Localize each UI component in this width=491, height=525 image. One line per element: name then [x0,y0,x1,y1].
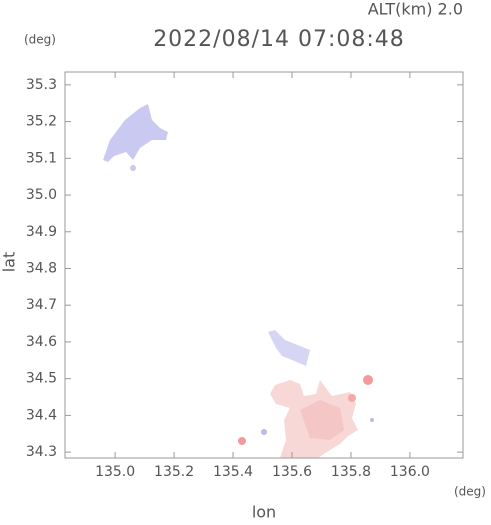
y-tick-label: 35.3 [26,77,57,93]
y-tick-label: 34.8 [26,260,57,276]
echo-red [363,375,373,385]
chart-title: 2022/08/14 07:08:48 [153,27,405,52]
altitude-label: ALT(km) 2.0 [368,0,463,19]
x-tick-label: 135.0 [95,464,135,480]
y-tick-label: 35.1 [26,150,57,166]
echo-blue [130,165,136,171]
y-tick-label: 35.0 [26,187,57,203]
echo-blue [261,429,267,435]
y-tick-label: 34.9 [26,224,57,240]
x-unit: (deg) [454,485,486,499]
echo-blue [103,104,168,162]
y-tick-label: 34.4 [26,407,57,423]
y-tick-label: 35.2 [26,114,57,130]
echo-red [348,394,356,402]
echo-field [103,104,374,458]
x-tick-label: 135.2 [154,464,194,480]
y-tick-label: 34.7 [26,297,57,313]
y-unit: (deg) [24,33,56,47]
echo-pink [300,400,344,440]
y-axis-label: lat [0,252,19,273]
y-tick-label: 34.5 [26,371,57,387]
echo-blue [268,330,310,366]
echo-blue [370,418,374,422]
y-tick-label: 34.6 [26,334,57,350]
x-tick-label: 135.6 [272,464,312,480]
x-tick-label: 135.4 [213,464,253,480]
x-axis-label: lon [252,503,276,522]
y-tick-label: 34.3 [26,444,57,460]
echo-red [238,437,246,445]
plot-frame [64,71,464,459]
x-tick-label: 136.0 [390,464,430,480]
x-tick-label: 135.8 [331,464,371,480]
